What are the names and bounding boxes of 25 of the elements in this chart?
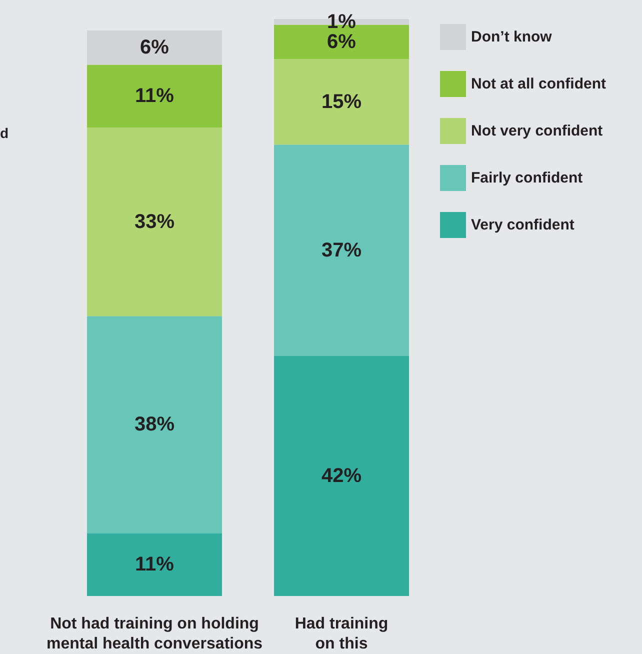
x-tick-label: Had training on this	[294, 616, 388, 652]
bar	[274, 356, 409, 596]
data-label: 15%	[321, 90, 362, 113]
bar	[87, 316, 222, 534]
text: d	[0, 125, 9, 141]
legend-label: Not at all confident	[471, 76, 606, 92]
data-label: 11%	[135, 554, 174, 576]
legend-label: Fairly confident	[471, 170, 583, 186]
legend-label: Very confident	[471, 216, 574, 234]
x-tick-label: Not had training on holding mental health conversations	[46, 616, 263, 652]
data-label: 6%	[327, 30, 356, 53]
bar	[274, 58, 409, 145]
data-label: 11%	[135, 85, 174, 108]
data-label: 42%	[321, 465, 362, 488]
bar	[87, 30, 222, 65]
bar	[87, 533, 222, 596]
bar	[87, 128, 222, 316]
data-label: 37%	[321, 239, 362, 262]
legend-label: Not very confident	[471, 122, 603, 140]
bar	[87, 64, 222, 128]
data-label: 33%	[134, 210, 175, 233]
data-label: 6%	[140, 36, 170, 59]
bar	[274, 144, 409, 356]
data-label: 38%	[134, 414, 175, 436]
legend-label: Don’t know	[471, 28, 552, 46]
